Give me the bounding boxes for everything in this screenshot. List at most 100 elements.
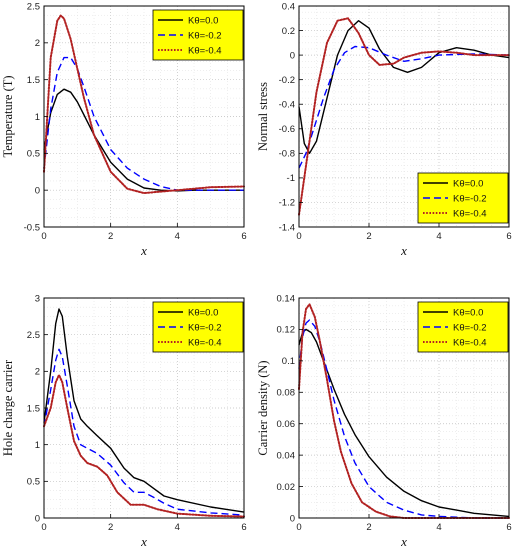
y-tick-label: 1 [35,112,40,123]
y-tick-label: 1 [35,440,40,451]
y-tick-label: 3 [35,293,40,304]
y-tick-label: 0 [290,50,295,61]
legend: Kθ=0.0 Kθ=-0.2 Kθ=-0.4 [417,172,509,224]
y-tick-label: 0.5 [27,149,40,160]
x-axis-label: x [400,243,407,258]
x-axis-label: x [140,534,147,549]
plot-frame [298,297,510,519]
y-tick-labels: -0.5 0 0.5 1 1.5 2 2.5 [24,1,48,233]
x-tick-label: 6 [506,231,511,242]
y-tick-label: -0.6 [279,124,295,135]
chart-panel: 0 0.02 0.04 0.06 0.08 0.1 0.12 0.14 0 2 4 6 x Carr… [256,293,512,549]
legend-label: Kθ=-0.2 [188,323,222,334]
legend-box [417,172,509,224]
y-tick-label: 2 [35,38,40,49]
y-tick-labels: 0 0.02 0.04 0.06 0.08 0.1 0.12 0.14 [277,293,303,524]
y-axis-label: Normal stress [256,82,270,151]
y-tick-label: 2 [35,367,40,378]
plot-frame [298,5,510,228]
x-tick-label: 2 [366,522,371,533]
x-tick-label: 0 [41,231,46,242]
y-tick-label: -0.5 [24,222,40,233]
x-tick-label: 6 [241,522,246,533]
x-tick-labels: 0 2 4 6 [41,223,247,242]
y-tick-label: -0.4 [279,100,295,111]
series-line [43,348,245,516]
y-tick-label: 0.5 [27,477,40,488]
x-tick-labels: 0 2 4 6 [41,514,247,533]
legend-label: Kθ=0.0 [188,16,218,27]
legend-label: Kθ=-0.4 [188,338,222,349]
series-line [298,45,510,169]
y-tick-labels: -1.4 -1.2 -1 -0.8 -0.6 -0.4 -0.2 0 0.2 0.4 [279,1,303,233]
x-tick-label: 2 [108,522,113,533]
x-axis-label: x [140,243,147,258]
series-line [43,374,245,518]
y-tick-label: 0 [35,513,40,524]
legend-box [417,301,509,353]
x-tick-label: 4 [175,231,180,242]
series-group [43,308,245,518]
y-tick-label: 0.2 [282,26,295,37]
x-tick-label: 4 [175,522,180,533]
y-axis-label: Carrier density (N) [256,360,270,455]
legend-label: Kθ=-0.4 [453,338,487,349]
legend: Kθ=0.0 Kθ=-0.2 Kθ=-0.4 [152,9,244,61]
series-line [298,328,510,518]
y-tick-label: 0 [35,185,40,196]
x-tick-label: 0 [296,231,301,242]
legend-box [152,9,244,61]
series-line [43,14,245,195]
y-tick-label: 0 [290,513,295,524]
legend: Kθ=0.0 Kθ=-0.2 Kθ=-0.4 [152,301,244,353]
legend-label: Kθ=-0.4 [188,46,222,57]
x-tick-label: 0 [296,522,301,533]
x-tick-label: 2 [366,231,371,242]
x-tick-label: 4 [436,522,441,533]
y-tick-label: 0.1 [282,356,295,367]
y-tick-label: -0.2 [279,75,295,86]
y-tick-label: 2.5 [27,1,40,12]
legend-label: Kθ=-0.4 [453,209,487,220]
x-tick-labels: 0 2 4 6 [296,514,512,533]
series-line [298,303,510,519]
y-tick-label: 0.02 [277,482,296,493]
series-group [43,14,245,195]
y-tick-label: 0.04 [277,450,296,461]
y-tick-label: -0.8 [279,149,295,160]
series-line [298,17,510,216]
y-tick-label: 0.12 [277,325,296,336]
legend-label: Kθ=0.0 [453,179,483,190]
x-tick-label: 6 [506,522,511,533]
y-tick-label: 1.5 [27,75,40,86]
legend-box [152,301,244,353]
x-tick-label: 0 [41,522,46,533]
series-line [298,319,509,519]
legend-label: Kθ=-0.2 [453,194,487,205]
y-axis-label: Temperature (T) [1,75,15,157]
y-tick-label: 0.4 [282,1,295,12]
series-line [298,20,510,154]
x-tick-label: 2 [108,231,113,242]
y-tick-label: 1.5 [27,403,40,414]
legend-label: Kθ=0.0 [453,308,483,319]
chart-panel: -1.4 -1.2 -1 -0.8 -0.6 -0.4 -0.2 0 0.2 0.4 0 2 4 6 x… [256,1,512,258]
y-tick-label: 0.14 [277,293,296,304]
x-tick-label: 4 [436,231,441,242]
series-line [43,56,244,191]
y-tick-label: -1 [287,173,295,184]
x-axis-label: x [400,534,407,549]
legend: Kθ=0.0 Kθ=-0.2 Kθ=-0.4 [417,301,509,353]
x-tick-label: 6 [241,231,246,242]
legend-label: Kθ=-0.2 [453,323,487,334]
y-tick-label: 2.5 [27,330,40,341]
y-tick-label: -1.2 [279,198,295,209]
y-tick-label: -1.4 [279,222,295,233]
series-group [298,17,510,216]
y-axis-label: Hole charge carrier [1,359,15,456]
y-tick-label: 0.06 [277,419,296,430]
series-line [43,308,245,513]
legend-label: Kθ=-0.2 [188,31,222,42]
